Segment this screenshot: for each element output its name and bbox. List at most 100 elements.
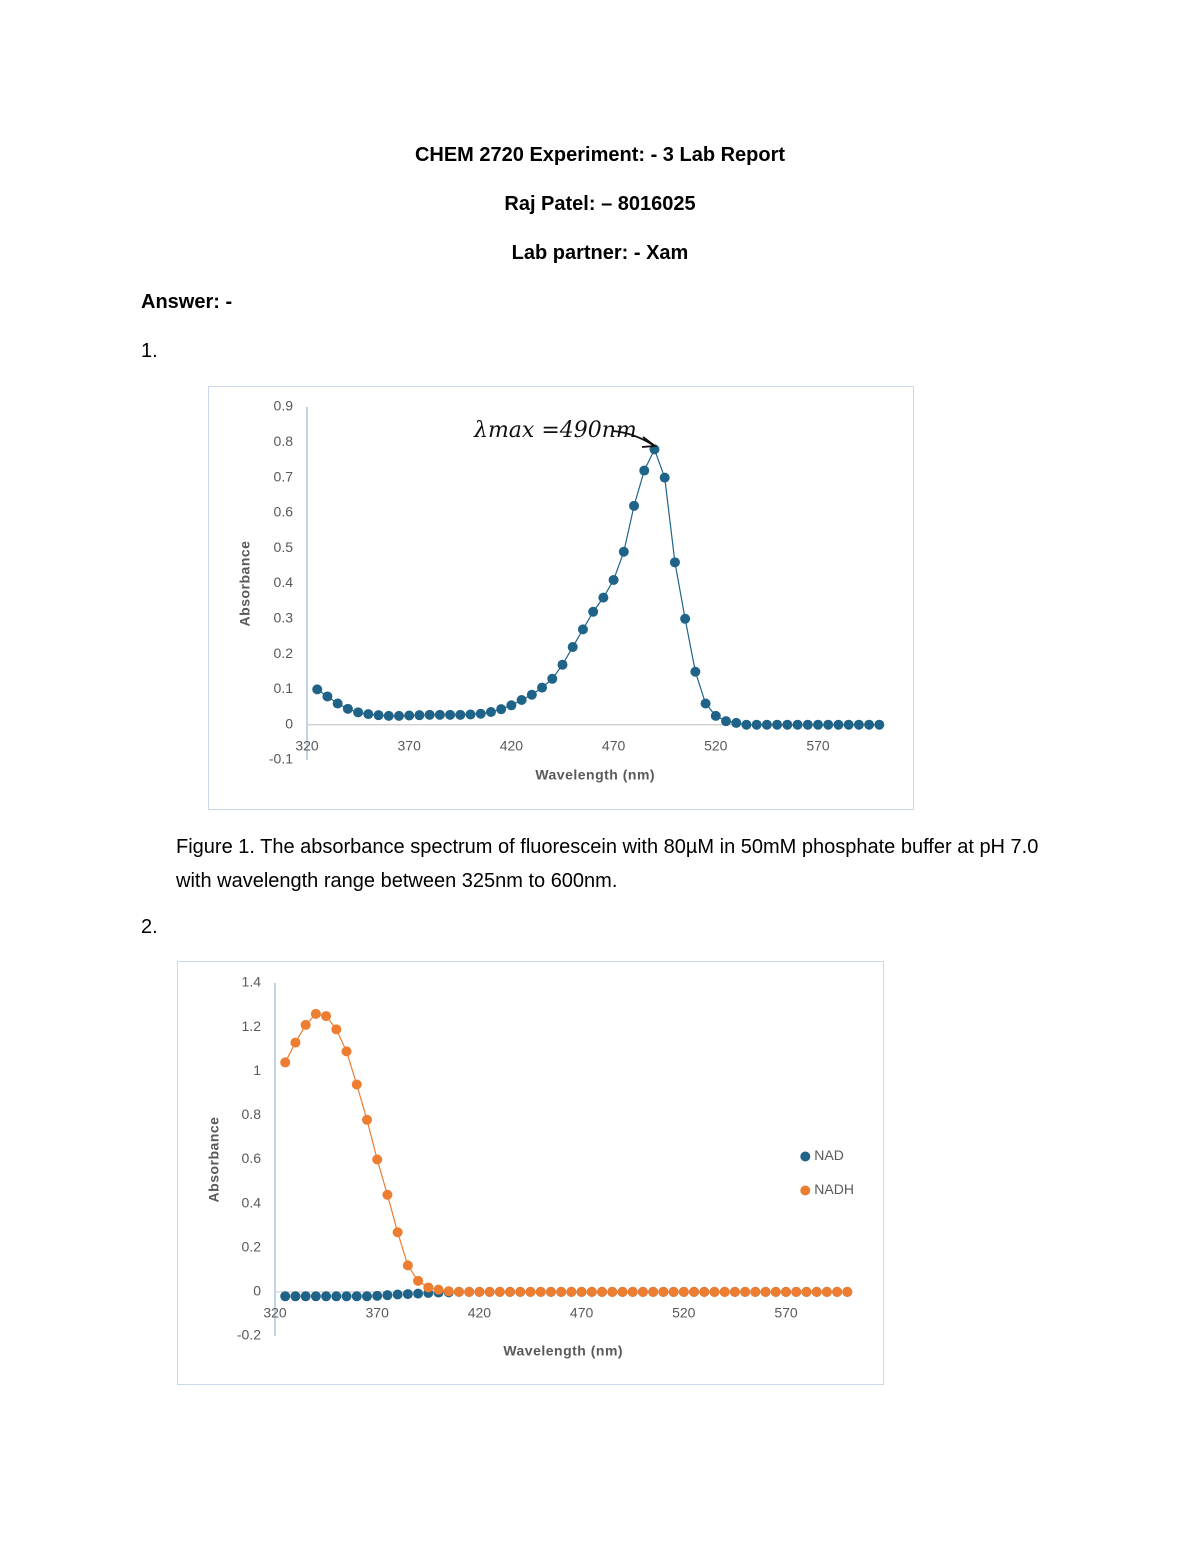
chart: -0.2 0 0.2 0.4 0.6 0.8 1 1.2 1.4 320 370 420 470 520 5… <box>177 961 884 1385</box>
data-point <box>392 1227 403 1238</box>
x-tick-label: 470 <box>570 1305 594 1321</box>
data-point <box>443 1286 454 1297</box>
x-tick-label: 420 <box>500 737 524 753</box>
data-point <box>658 1286 669 1297</box>
data-point <box>751 719 762 730</box>
data-point <box>588 606 599 617</box>
data-point <box>811 1286 822 1297</box>
doc-title: CHEM 2720 Experiment: - 3 Lab Report <box>414 144 786 166</box>
y-tick-label: 0.9 <box>274 398 294 414</box>
data-point <box>455 709 466 720</box>
item-number: 2. <box>141 916 158 938</box>
legend-swatch <box>800 1151 811 1162</box>
data-point <box>280 1057 291 1068</box>
data-point <box>607 1286 618 1297</box>
y-tick-label: 0.1 <box>274 680 294 696</box>
partner: Lab partner: - Xam <box>511 242 689 264</box>
data-point <box>770 1286 781 1297</box>
y-tick-label: 0.7 <box>274 468 294 484</box>
data-point <box>290 1037 301 1048</box>
data-point <box>312 684 323 695</box>
data-point <box>689 1286 700 1297</box>
data-point <box>782 719 793 730</box>
data-point <box>700 698 711 709</box>
data-point <box>322 691 333 702</box>
y-axis-title: Absorbance <box>206 1117 222 1203</box>
data-point <box>833 719 844 730</box>
data-point <box>617 1286 628 1297</box>
data-point <box>321 1011 332 1022</box>
data-point <box>341 1291 352 1302</box>
data-point <box>792 719 803 730</box>
data-point <box>363 709 374 720</box>
answer-label: Answer: - <box>141 291 233 313</box>
data-point <box>414 710 425 721</box>
y-tick-label: -0.1 <box>269 751 293 767</box>
data-point <box>577 624 588 635</box>
data-point <box>556 1286 567 1297</box>
data-point <box>424 709 435 720</box>
y-tick-label: 0.5 <box>274 539 294 555</box>
data-point <box>392 1289 403 1300</box>
item-number: 1. <box>141 340 158 362</box>
x-tick-label: 570 <box>806 737 830 753</box>
data-point <box>627 1286 638 1297</box>
data-point <box>557 659 568 670</box>
author: Raj Patel: – 8016025 <box>504 193 696 215</box>
data-point <box>506 700 517 711</box>
data-point <box>516 694 527 705</box>
data-point <box>361 1291 372 1302</box>
data-point <box>801 1286 812 1297</box>
data-point <box>567 642 578 653</box>
data-point <box>772 719 783 730</box>
data-point <box>535 1286 546 1297</box>
data-point <box>709 1286 720 1297</box>
data-point <box>537 682 548 693</box>
data-point <box>853 719 864 730</box>
data-point <box>310 1291 321 1302</box>
x-tick-label: 320 <box>263 1305 287 1321</box>
data-point <box>761 719 772 730</box>
data-point <box>525 1286 536 1297</box>
x-axis-title: Wavelength (nm) <box>535 767 655 783</box>
data-point <box>598 592 609 603</box>
y-tick-label: 0.2 <box>242 1238 262 1254</box>
data-point <box>813 719 823 730</box>
data-point <box>331 1291 342 1302</box>
data-point <box>618 546 629 557</box>
data-point <box>404 710 415 721</box>
y-tick-label: 0 <box>253 1283 261 1299</box>
data-point <box>372 1290 383 1301</box>
data-point <box>413 1288 424 1299</box>
y-tick-label: 0.4 <box>274 574 294 590</box>
y-tick-label: 0.8 <box>242 1106 262 1122</box>
y-tick-label: 1 <box>253 1062 261 1078</box>
data-point <box>382 1189 393 1200</box>
x-tick-label: 570 <box>774 1305 798 1321</box>
y-tick-label: 0.8 <box>274 433 294 449</box>
data-point <box>496 704 507 715</box>
data-point <box>494 1286 505 1297</box>
data-point <box>342 703 353 714</box>
data-point <box>445 709 456 720</box>
series-line <box>284 1013 848 1293</box>
data-point <box>823 719 834 730</box>
data-point <box>382 1290 393 1301</box>
y-axis-title: Absorbance <box>237 541 253 627</box>
data-point <box>864 719 875 730</box>
data-point <box>547 673 558 684</box>
legend-label: NADH <box>814 1181 854 1197</box>
data-point <box>434 709 445 720</box>
y-tick-label: 0.6 <box>274 504 294 520</box>
data-point <box>608 574 619 585</box>
data-point <box>781 1286 791 1297</box>
x-tick-label: 470 <box>602 737 626 753</box>
data-point <box>413 1275 424 1286</box>
data-point <box>515 1286 526 1297</box>
data-point <box>719 1286 730 1297</box>
y-tick-label: 0.6 <box>242 1150 262 1166</box>
data-point <box>802 719 813 730</box>
data-point <box>474 1286 485 1297</box>
data-point <box>372 1154 383 1165</box>
data-point <box>760 1286 771 1297</box>
